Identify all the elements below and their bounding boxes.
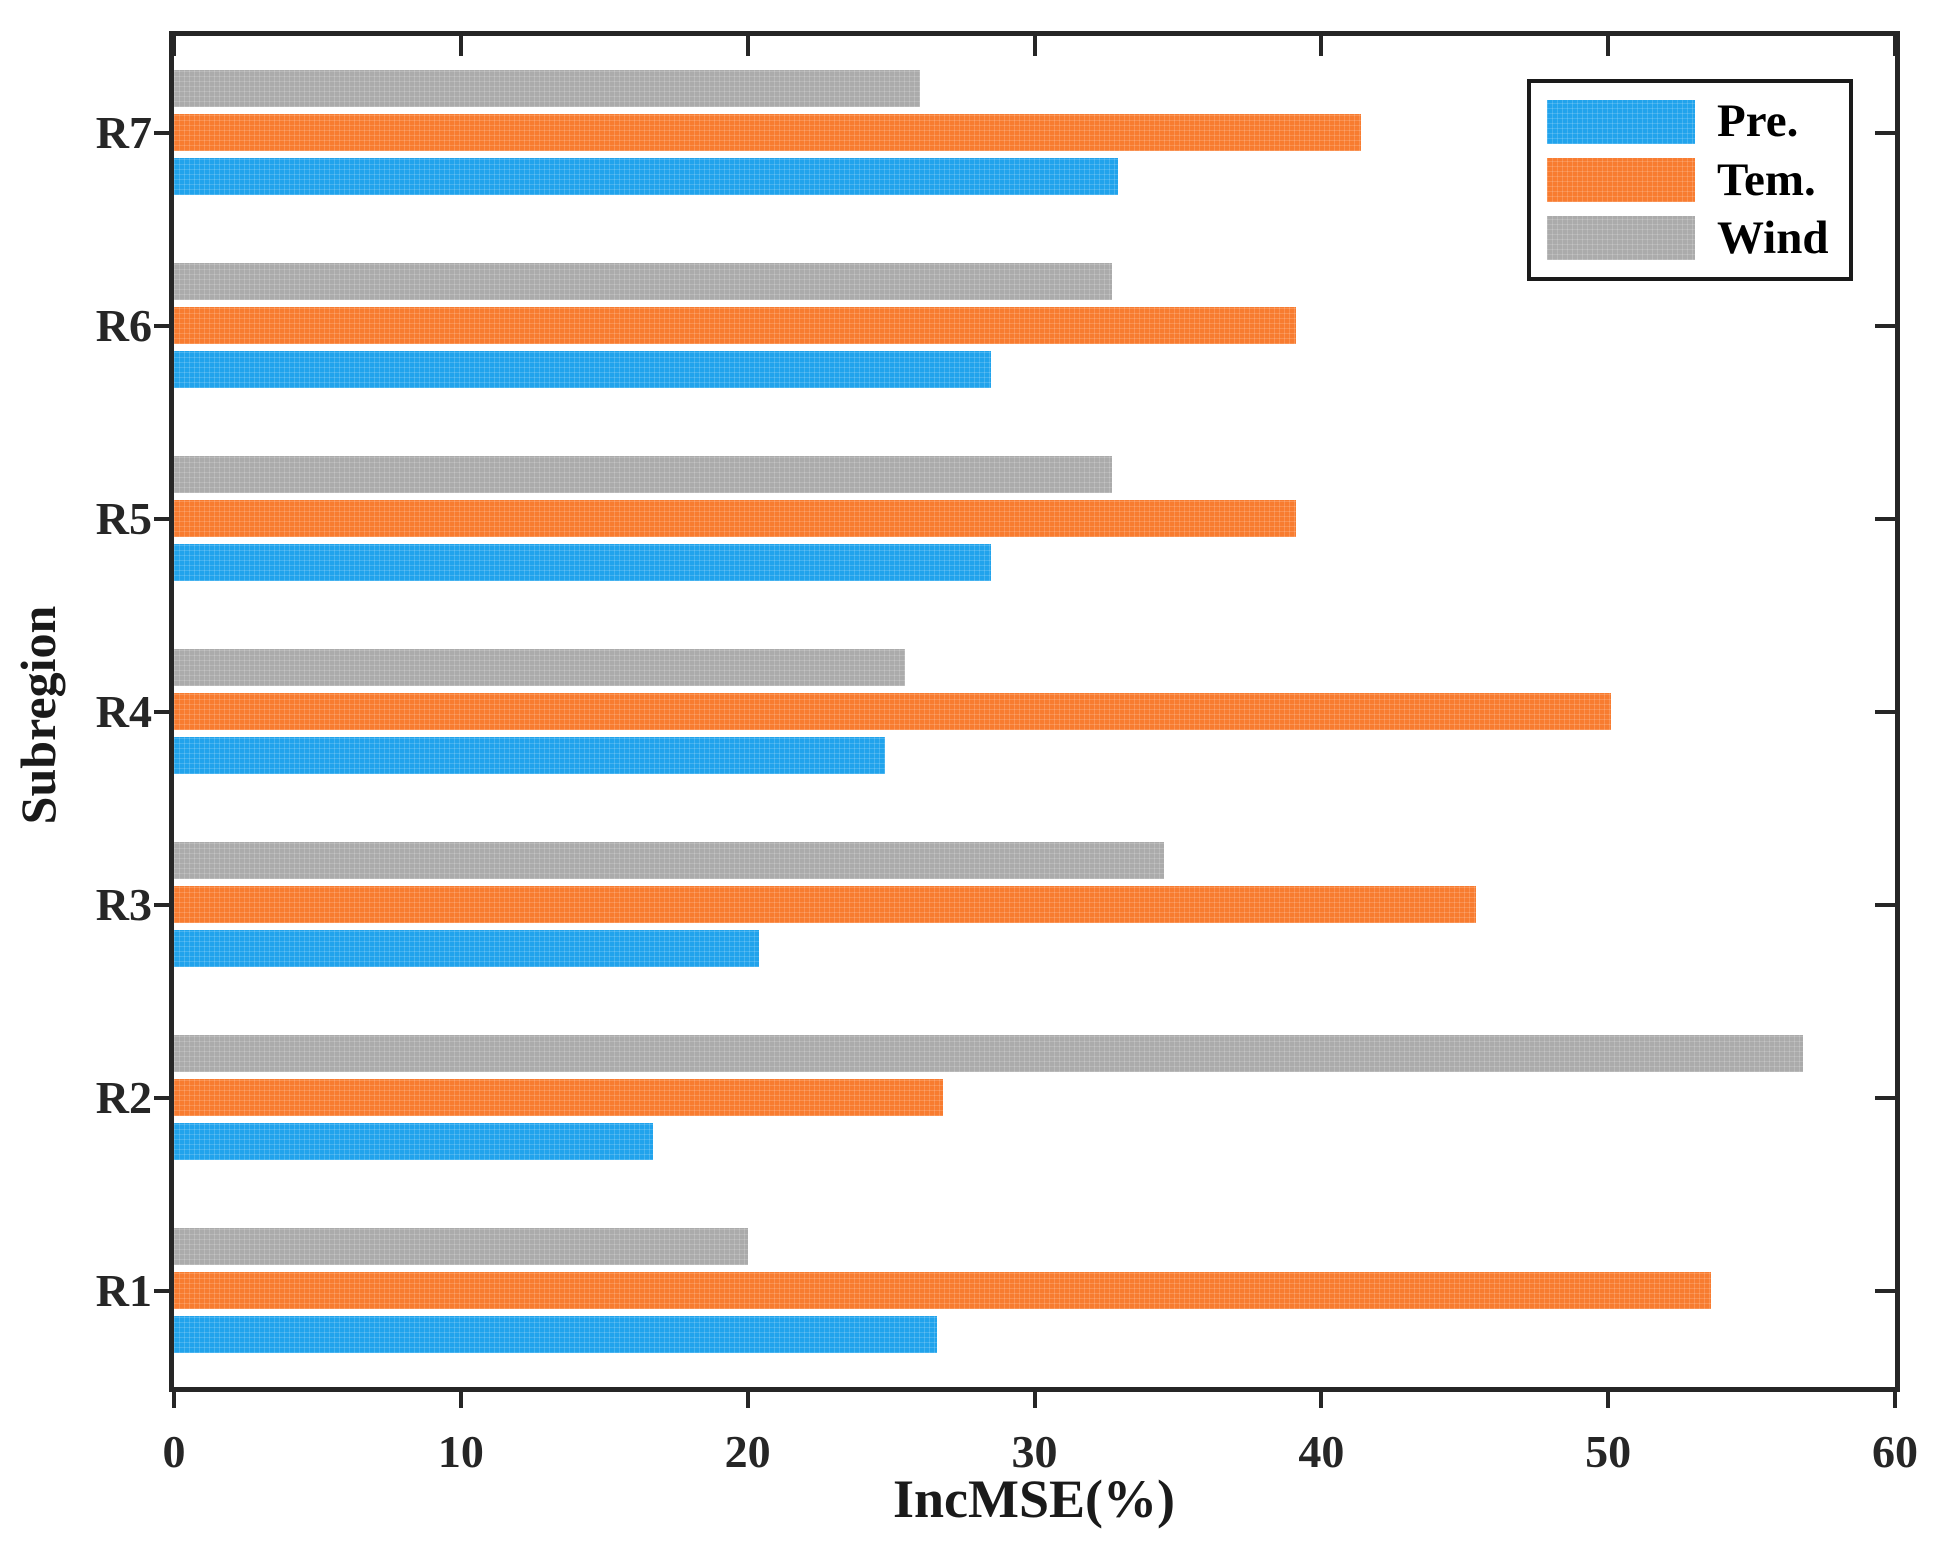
x-tick-label-0: 0 <box>162 1426 186 1477</box>
y-tick-right-r2 <box>1875 1095 1895 1100</box>
legend-label-tem: Tem. <box>1717 153 1816 206</box>
y-tick-right-r5 <box>1875 516 1895 521</box>
x-tick-bottom-50 <box>1606 1392 1611 1408</box>
x-tick-label-40: 40 <box>1298 1426 1345 1477</box>
y-tick-left-r6 <box>154 323 169 328</box>
x-tick-bottom-20 <box>745 1392 750 1408</box>
bar-pre-r1 <box>174 1316 937 1353</box>
bar-wind-r6 <box>174 263 1112 300</box>
x-tick-top-0 <box>172 36 176 56</box>
y-tick-left-r3 <box>154 902 169 907</box>
legend-item-pre: Pre. <box>1531 98 1849 145</box>
x-tick-bottom-10 <box>458 1392 463 1408</box>
x-tick-label-10: 10 <box>437 1426 484 1477</box>
bar-tem-r6 <box>174 307 1296 344</box>
y-tick-left-r7 <box>154 130 169 135</box>
x-tick-label-60: 60 <box>1872 1426 1918 1477</box>
y-tick-left-r2 <box>154 1095 169 1100</box>
x-tick-label-50: 50 <box>1585 1426 1632 1477</box>
category-label-r6: R6 <box>95 299 152 351</box>
x-tick-bottom-60 <box>1893 1392 1897 1408</box>
bar-tem-r3 <box>174 886 1476 923</box>
legend-item-wind: Wind <box>1531 211 1849 264</box>
category-label-r4: R4 <box>95 685 152 737</box>
x-tick-top-20 <box>745 36 750 56</box>
category-label-r3: R3 <box>95 878 152 930</box>
bar-tem-r7 <box>174 114 1361 151</box>
y-tick-left-r5 <box>154 516 169 521</box>
bar-wind-r1 <box>174 1228 748 1265</box>
x-tick-top-40 <box>1319 36 1324 56</box>
x-tick-bottom-40 <box>1319 1392 1324 1408</box>
y-tick-right-r7 <box>1875 130 1895 135</box>
y-tick-right-r3 <box>1875 902 1895 907</box>
y-tick-right-r4 <box>1875 709 1895 714</box>
category-label-r5: R5 <box>95 492 152 544</box>
bar-wind-r7 <box>174 70 920 107</box>
bar-wind-r5 <box>174 456 1112 493</box>
bar-pre-r7 <box>174 158 1118 195</box>
x-tick-top-60 <box>1893 36 1897 56</box>
x-tick-bottom-30 <box>1032 1392 1037 1408</box>
bar-pre-r6 <box>174 351 991 388</box>
bar-tem-r4 <box>174 693 1611 730</box>
y-tick-right-r1 <box>1875 1288 1895 1293</box>
bar-wind-r4 <box>174 649 905 686</box>
bar-wind-r3 <box>174 842 1164 879</box>
x-tick-bottom-0 <box>172 1392 176 1408</box>
bar-pre-r3 <box>174 930 759 967</box>
legend-item-tem: Tem. <box>1531 153 1849 206</box>
y-tick-right-r6 <box>1875 323 1895 328</box>
x-tick-label-20: 20 <box>724 1426 771 1477</box>
x-tick-label-30: 30 <box>1011 1426 1058 1477</box>
bar-tem-r5 <box>174 500 1296 537</box>
category-label-r2: R2 <box>95 1071 152 1123</box>
legend-label-pre: Pre. <box>1717 95 1799 148</box>
x-tick-top-10 <box>458 36 463 56</box>
category-label-r1: R1 <box>95 1264 152 1316</box>
bar-pre-r5 <box>174 544 991 581</box>
y-tick-left-r1 <box>154 1288 169 1293</box>
x-tick-top-30 <box>1032 36 1037 56</box>
legend-label-wind: Wind <box>1717 211 1829 264</box>
y-tick-left-r4 <box>154 709 169 714</box>
x-axis-title: IncMSE(%) <box>893 1469 1175 1529</box>
bar-pre-r4 <box>174 737 885 774</box>
bar-tem-r2 <box>174 1079 943 1116</box>
legend: Pre. Tem. Wind <box>1527 79 1853 281</box>
x-tick-top-50 <box>1606 36 1611 56</box>
bar-pre-r2 <box>174 1123 653 1160</box>
bar-wind-r2 <box>174 1035 1803 1072</box>
legend-swatch-tem <box>1547 158 1695 202</box>
category-label-r7: R7 <box>95 106 152 158</box>
legend-swatch-wind <box>1547 216 1695 261</box>
bar-tem-r1 <box>174 1272 1711 1309</box>
legend-swatch-pre <box>1547 99 1695 144</box>
